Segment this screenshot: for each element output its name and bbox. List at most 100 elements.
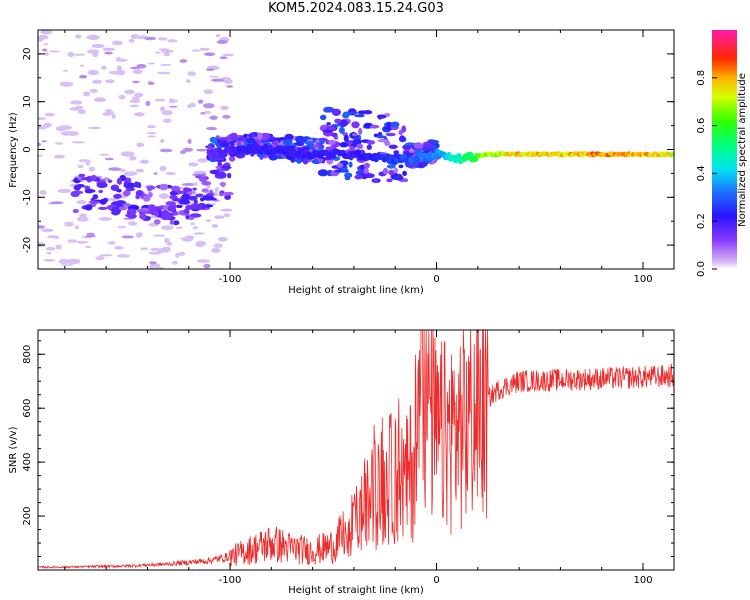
noise-patch (153, 234, 166, 237)
noise-patch (115, 69, 126, 76)
band-patch (87, 189, 96, 193)
band-patch (201, 188, 209, 193)
band-patch (73, 184, 81, 191)
noise-patch (226, 85, 234, 88)
noise-patch (107, 198, 119, 201)
noise-patch (120, 151, 135, 157)
noise-patch (203, 52, 216, 57)
noise-patch (98, 217, 113, 221)
noise-patch (165, 172, 177, 175)
noise-patch (92, 79, 102, 84)
noise-patch (38, 154, 43, 157)
cloud-patch (313, 144, 320, 148)
noise-patch (88, 126, 102, 130)
band-patch (98, 189, 103, 194)
noise-patch (179, 150, 186, 154)
noise-patch (77, 164, 84, 169)
noise-patch (102, 47, 116, 52)
band-patch (178, 199, 191, 205)
noise-patch (199, 47, 211, 51)
noise-patch (69, 107, 83, 111)
band-patch (167, 205, 175, 212)
noise-patch (213, 191, 219, 197)
band-patch (116, 177, 123, 185)
band-patch (189, 213, 202, 218)
band-patch (78, 173, 86, 178)
band-patch (138, 208, 146, 213)
noise-patch (44, 52, 49, 56)
cloud-patch (315, 139, 320, 143)
noise-patch (161, 49, 175, 53)
noise-patch (180, 237, 191, 240)
noise-patch (214, 187, 219, 193)
cloud-patch (354, 174, 363, 180)
noise-patch (178, 251, 186, 256)
colorbar-tick-label: 0.0 (696, 261, 707, 277)
cloud-patch (398, 129, 404, 136)
noise-patch (99, 254, 113, 257)
cloud-patch (317, 158, 324, 163)
snr-series-line (38, 330, 674, 570)
noise-patch (190, 222, 195, 226)
cloud-patch (229, 132, 238, 140)
noise-patch (119, 168, 126, 172)
band-patch (188, 195, 198, 201)
snr-y-tick-label: 400 (22, 453, 33, 472)
noise-patch (123, 171, 138, 177)
cloud-patch (331, 132, 338, 137)
noise-patch (117, 225, 127, 229)
cloud-patch (348, 161, 353, 168)
cloud-patch (405, 142, 415, 146)
noise-patch (83, 91, 91, 97)
cloud-patch (351, 121, 360, 129)
noise-patch (198, 99, 204, 104)
cloud-patch (382, 167, 389, 175)
noise-patch (42, 48, 47, 52)
band-patch (88, 200, 100, 204)
noise-patch (166, 241, 172, 246)
colorbar-gradient (712, 30, 737, 269)
ridge-point (295, 152, 302, 159)
ridge-point (355, 149, 361, 156)
cloud-patch (325, 146, 336, 150)
noise-patch (58, 125, 72, 130)
noise-patch (146, 132, 157, 135)
noise-patch (205, 219, 211, 223)
noise-patch (41, 228, 54, 233)
noise-patch (132, 69, 143, 75)
noise-patch (220, 105, 229, 111)
cloud-patch (352, 138, 362, 145)
noise-patch (175, 226, 183, 230)
band-patch (192, 187, 197, 191)
noise-patch (85, 245, 92, 249)
noise-patch (111, 114, 116, 119)
noise-patch (95, 256, 105, 261)
cloud-patch (398, 164, 404, 169)
cloud-patch (237, 137, 244, 141)
noise-patch (60, 264, 72, 267)
cloud-patch (246, 137, 256, 144)
snr-panel: -100 0 100 200 400 600 800 Height of straight… (8, 329, 675, 596)
band-patch (142, 195, 151, 202)
noise-patch (73, 53, 86, 56)
cloud-patch (323, 106, 335, 113)
band-patch (110, 184, 120, 192)
cloud-patch (341, 169, 349, 173)
cloud-patch (236, 141, 242, 148)
noise-patch (118, 94, 126, 100)
band-patch (70, 190, 80, 198)
band-patch (97, 206, 108, 210)
band-patch (220, 181, 226, 188)
noise-patch (211, 224, 219, 228)
noise-patch (159, 148, 173, 153)
noise-patch (46, 252, 52, 255)
noise-patch (135, 232, 143, 238)
spectrogram-x-ticks: -100 0 100 (64, 30, 653, 285)
colorbar-tick-label: 0.6 (696, 118, 707, 134)
band-patch (195, 193, 204, 198)
cloud-patch (334, 118, 342, 124)
spectrogram-y-tick-label: -10 (22, 189, 33, 205)
cloud-patch (284, 133, 294, 141)
band-patch (126, 211, 131, 217)
band-patch (153, 219, 161, 225)
